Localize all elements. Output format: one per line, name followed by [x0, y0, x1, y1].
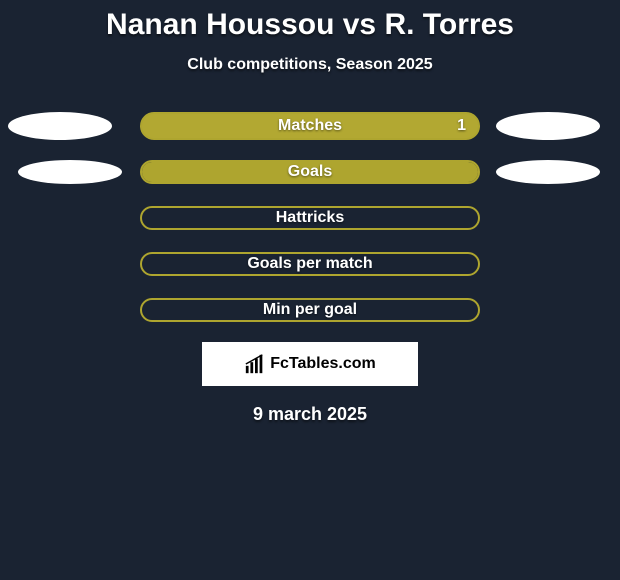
- stat-label: Min per goal: [263, 301, 357, 319]
- stat-bar: Min per goal: [140, 298, 480, 322]
- stat-row: Min per goal: [0, 296, 620, 324]
- left-value-ellipse: [18, 160, 122, 184]
- stat-label: Goals: [288, 163, 332, 181]
- left-value-ellipse: [8, 112, 112, 140]
- stat-value-right: 1: [457, 117, 466, 135]
- vs-text: vs: [343, 8, 376, 41]
- stat-label: Hattricks: [276, 209, 344, 227]
- bars-icon: [244, 353, 266, 375]
- logo-text: FcTables.com: [270, 355, 376, 373]
- player1-name: Nanan Houssou: [106, 8, 334, 41]
- stat-row: Matches 1: [0, 112, 620, 140]
- stat-row: Goals per match: [0, 250, 620, 278]
- stat-bar: Hattricks: [140, 206, 480, 230]
- stat-row: Hattricks: [0, 204, 620, 232]
- date-label: 9 march 2025: [0, 404, 620, 425]
- player2-name: R. Torres: [384, 8, 513, 41]
- right-value-ellipse: [496, 112, 600, 140]
- stat-bar: Matches 1: [140, 112, 480, 140]
- stat-bar: Goals per match: [140, 252, 480, 276]
- stat-row: Goals: [0, 158, 620, 186]
- comparison-title: Nanan Houssou vs R. Torres: [0, 8, 620, 42]
- subtitle: Club competitions, Season 2025: [0, 56, 620, 74]
- stat-label: Goals per match: [247, 255, 372, 273]
- stat-bar: Goals: [140, 160, 480, 184]
- logo-box: FcTables.com: [202, 342, 418, 386]
- right-value-ellipse: [496, 160, 600, 184]
- stat-label: Matches: [278, 117, 342, 135]
